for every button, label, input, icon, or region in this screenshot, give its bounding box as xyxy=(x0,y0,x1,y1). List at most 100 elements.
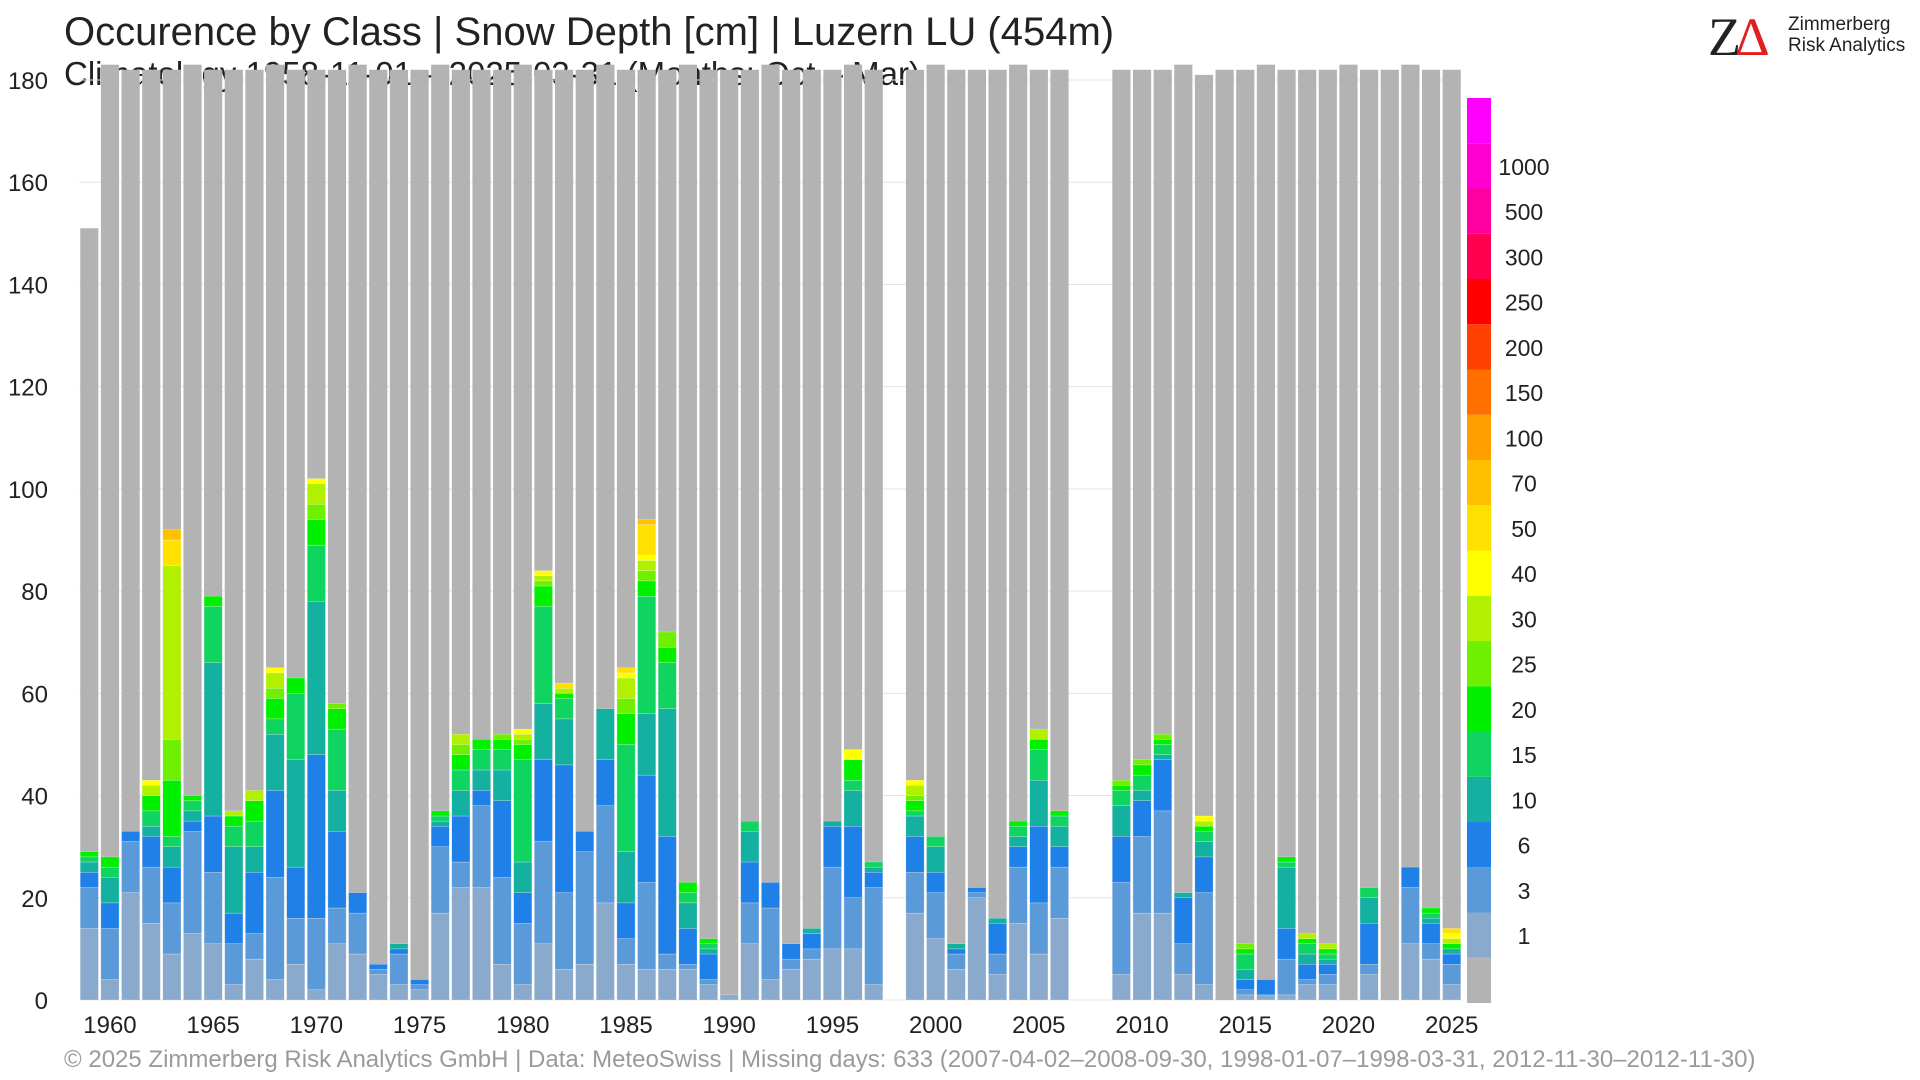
bar-segment-0 xyxy=(823,69,842,1001)
bar-2005 xyxy=(1029,69,1049,1001)
bar-segment-10 xyxy=(265,734,285,791)
bar-segment-10 xyxy=(141,826,161,837)
bar-segment-10 xyxy=(843,790,863,827)
bar-segment-3 xyxy=(1318,974,1338,985)
bar-segment-0 xyxy=(947,69,966,1001)
bar-segment-1 xyxy=(100,979,120,1001)
bar-segment-1 xyxy=(1235,994,1255,1001)
bar-segment-3 xyxy=(699,979,718,985)
bar-segment-1 xyxy=(864,984,883,1001)
x-tick-label: 1995 xyxy=(806,1012,859,1039)
bar-segment-15 xyxy=(327,728,347,791)
bar-1969 xyxy=(286,69,306,1001)
bar-segment-1 xyxy=(740,943,760,1001)
bar-segment-3 xyxy=(1112,882,1131,975)
bar-segment-0 xyxy=(80,228,99,1000)
bar-segment-15 xyxy=(286,693,306,760)
bar-segment-25 xyxy=(534,580,553,587)
colorbar-label: 100 xyxy=(1505,425,1543,451)
bar-segment-15 xyxy=(183,800,202,812)
bar-segment-30 xyxy=(1194,820,1214,827)
bar-segment-6 xyxy=(699,953,718,980)
bar-segment-3 xyxy=(1050,866,1069,919)
bar-segment-40 xyxy=(905,780,925,786)
bar-segment-15 xyxy=(699,943,718,950)
bar-segment-20 xyxy=(843,759,863,781)
bar-2000 xyxy=(926,64,945,1001)
bar-segment-1 xyxy=(203,943,223,1001)
bar-segment-10 xyxy=(946,943,966,950)
bar-segment-10 xyxy=(513,861,533,893)
bar-2001 xyxy=(946,69,966,1001)
colorbar-swatch xyxy=(1467,460,1491,506)
bar-segment-10 xyxy=(1297,953,1317,965)
bar-segment-3 xyxy=(1421,943,1441,960)
bar-segment-6 xyxy=(1318,964,1338,975)
bar-segment-20 xyxy=(162,780,182,837)
bar-segment-6 xyxy=(1153,759,1172,812)
bar-segment-1 xyxy=(761,979,780,1001)
bar-segment-25 xyxy=(307,504,326,520)
bar-segment-6 xyxy=(596,759,615,806)
bar-segment-6 xyxy=(823,826,842,868)
bar-segment-20 xyxy=(554,693,574,699)
bar-1984 xyxy=(596,64,615,1001)
bar-segment-0 xyxy=(1112,69,1131,1001)
bar-segment-3 xyxy=(946,953,966,970)
bar-segment-0 xyxy=(1421,69,1441,1001)
bar-segment-15 xyxy=(1153,744,1172,755)
bar-segment-3 xyxy=(1132,836,1152,914)
colorbar-swatch xyxy=(1467,414,1491,460)
bar-segment-15 xyxy=(307,544,326,602)
bar-segment-6 xyxy=(1442,953,1461,965)
bar-segment-15 xyxy=(472,749,491,771)
bar-segment-40 xyxy=(141,780,161,786)
bar-segment-10 xyxy=(1153,754,1172,760)
bar-segment-25 xyxy=(1112,780,1131,786)
bar-segment-50 xyxy=(554,682,574,689)
bar-segment-3 xyxy=(1029,902,1049,955)
bar-segment-1 xyxy=(616,964,636,1001)
bar-segment-15 xyxy=(616,744,636,852)
bar-segment-30 xyxy=(224,810,244,817)
y-tick-label: 100 xyxy=(8,477,48,504)
bar-2009 xyxy=(1112,69,1131,1001)
bar-segment-0 xyxy=(802,69,821,1001)
bar-segment-0 xyxy=(142,69,161,1001)
bar-segment-30 xyxy=(616,677,636,699)
bar-segment-15 xyxy=(554,698,574,720)
bar-segment-1 xyxy=(1132,912,1152,1001)
bar-1963 xyxy=(162,69,182,1001)
bar-segment-10 xyxy=(988,918,1007,924)
bar-segment-40 xyxy=(1442,933,1461,939)
bar-segment-6 xyxy=(410,979,429,985)
bar-segment-6 xyxy=(988,923,1007,955)
bar-segment-20 xyxy=(245,800,264,822)
bar-segment-6 xyxy=(967,887,987,893)
bar-1970 xyxy=(307,69,326,1001)
x-tick-label: 1985 xyxy=(599,1012,652,1039)
bar-2010 xyxy=(1132,69,1152,1001)
bar-segment-10 xyxy=(699,948,718,955)
bar-segment-15 xyxy=(658,662,677,709)
bar-segment-3 xyxy=(430,846,450,914)
y-tick-label: 80 xyxy=(21,579,48,606)
bar-segment-3 xyxy=(1442,964,1461,985)
bar-segment-10 xyxy=(1442,948,1461,955)
bar-segment-6 xyxy=(761,882,780,909)
colorbar-label: 150 xyxy=(1505,380,1543,406)
bar-2019 xyxy=(1318,69,1338,1001)
bar-segment-0 xyxy=(1380,69,1399,1001)
bar-segment-1 xyxy=(513,984,533,1001)
bar-segment-10 xyxy=(823,820,842,827)
bar-segment-3 xyxy=(678,964,698,970)
bar-segment-0 xyxy=(1009,64,1028,1000)
y-tick-label: 160 xyxy=(8,170,48,197)
bar-segment-6 xyxy=(802,933,822,950)
bar-1992 xyxy=(761,64,780,1001)
bar-segment-10 xyxy=(905,815,925,837)
bar-segment-20 xyxy=(534,585,553,607)
bar-segment-6 xyxy=(1029,826,1049,904)
bar-1973 xyxy=(369,69,388,1001)
bar-segment-3 xyxy=(988,953,1007,975)
